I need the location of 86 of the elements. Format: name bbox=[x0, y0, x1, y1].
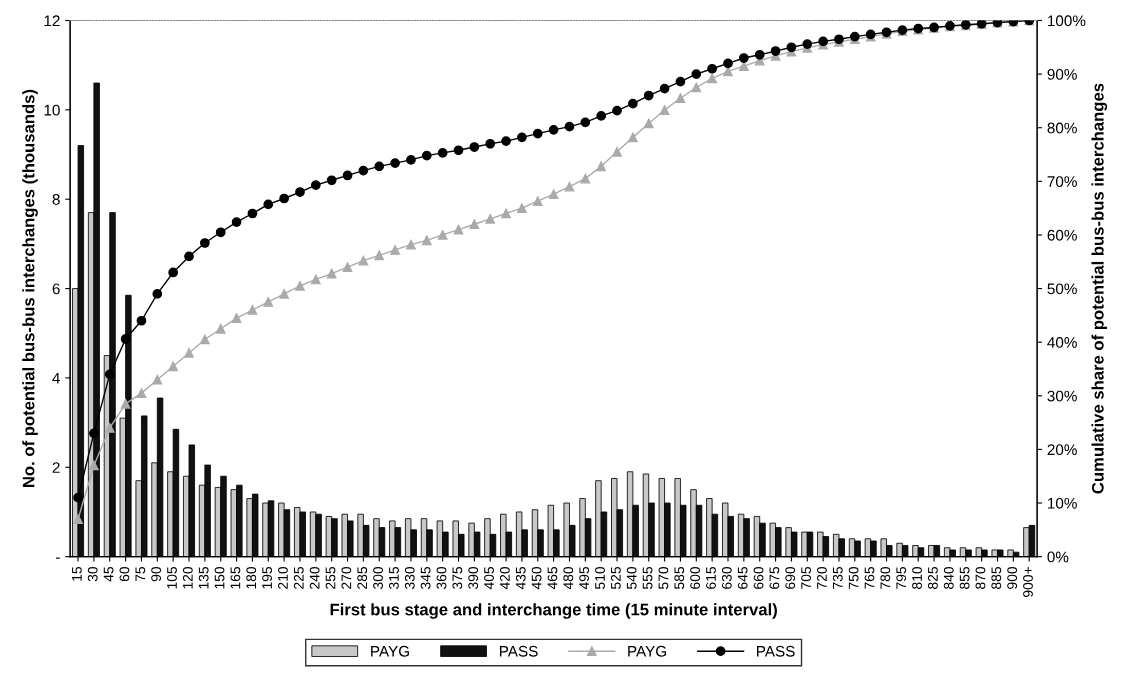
x-tick-label: 315 bbox=[388, 566, 399, 590]
x-tick-label: 30 bbox=[87, 566, 98, 582]
x-tick-label: 660 bbox=[753, 566, 764, 589]
x-tick-label: 450 bbox=[531, 566, 542, 590]
x-tick-label: 330 bbox=[404, 566, 415, 590]
y-tick-label: - bbox=[55, 557, 60, 559]
x-tick-label: 795 bbox=[896, 566, 907, 589]
x-tick-label: 300 bbox=[373, 566, 383, 590]
y2-tick-label: 70% bbox=[1047, 176, 1077, 188]
y2-tick-label: 100% bbox=[1048, 15, 1086, 27]
x-tick-label: 900+ bbox=[1023, 567, 1033, 597]
legend-label: PAYG bbox=[371, 645, 409, 657]
x-tick-label: 210 bbox=[278, 566, 288, 589]
x-tick-label: 870 bbox=[975, 566, 986, 589]
y2-tick-label: 10% bbox=[1048, 497, 1077, 509]
y2-tick-label: 40% bbox=[1047, 337, 1077, 348]
x-tick-label: 135 bbox=[198, 566, 209, 589]
x-tick-label: 255 bbox=[325, 566, 336, 589]
x-tick-label: 555 bbox=[642, 566, 653, 589]
x-tick-label: 495 bbox=[579, 566, 590, 590]
x-tick-label: 165 bbox=[230, 566, 241, 589]
x-tick-label: 75 bbox=[135, 566, 146, 582]
x-tick-label: 630 bbox=[721, 566, 732, 589]
x-tick-label: 435 bbox=[515, 566, 526, 590]
x-tick-label: 195 bbox=[262, 566, 273, 589]
y-tick-label: 6 bbox=[52, 283, 60, 295]
x-tick-label: 810 bbox=[912, 566, 922, 589]
x-tick-label: 240 bbox=[309, 566, 320, 589]
x-tick-label: 840 bbox=[943, 566, 954, 589]
y-tick-label: 4 bbox=[52, 372, 60, 384]
x-tick-label: 750 bbox=[848, 566, 859, 589]
x-tick-label: 645 bbox=[737, 566, 748, 589]
y2-tick-label: 50% bbox=[1047, 283, 1077, 295]
x-tick-label: 735 bbox=[832, 566, 843, 589]
x-tick-label: 900 bbox=[1007, 566, 1018, 589]
y-tick-label: 12 bbox=[44, 15, 60, 27]
x-tick-label: 375 bbox=[452, 566, 463, 590]
x-tick-label: 120 bbox=[182, 566, 193, 589]
x-tick-label: 705 bbox=[801, 566, 811, 589]
x-tick-label: 510 bbox=[595, 566, 605, 589]
y2-tick-label: 20% bbox=[1047, 444, 1077, 456]
x-tick-label: 465 bbox=[547, 566, 558, 590]
y-tick-label: 8 bbox=[52, 194, 60, 205]
x-tick-label: 420 bbox=[499, 566, 510, 590]
x-tick-label: 525 bbox=[610, 566, 621, 589]
x-tick-label: 45 bbox=[103, 566, 114, 582]
x-tick-label: 15 bbox=[72, 566, 82, 581]
legend-label: PAYG bbox=[628, 645, 667, 657]
x-tick-label: 825 bbox=[927, 566, 938, 589]
x-tick-label: 540 bbox=[626, 566, 637, 589]
x-tick-label: 150 bbox=[214, 566, 225, 589]
x-tick-label: 90 bbox=[151, 566, 162, 582]
x-tick-label: 675 bbox=[769, 566, 780, 589]
x-tick-label: 855 bbox=[959, 566, 970, 589]
y-tick-label: 10 bbox=[44, 104, 60, 116]
y2-axis-title: Cumulative share of potential bus-bus interchanges bbox=[1091, 83, 1108, 494]
x-tick-label: 270 bbox=[341, 566, 352, 589]
legend-label: PASS bbox=[499, 645, 538, 657]
x-tick-label: 765 bbox=[864, 566, 875, 589]
x-tick-label: 105 bbox=[167, 566, 177, 589]
y-tick-label: 2 bbox=[52, 462, 60, 473]
x-tick-label: 225 bbox=[293, 566, 304, 589]
x-tick-label: 405 bbox=[484, 566, 494, 590]
x-axis-title: First bus stage and interchange time (15 minute interval) bbox=[330, 603, 777, 619]
y2-tick-label: 30% bbox=[1047, 390, 1077, 402]
y2-tick-label: 60% bbox=[1047, 229, 1077, 241]
x-tick-label: 285 bbox=[357, 566, 368, 589]
y-axis-title: No. of potential bus-bus interchanges (thousands) bbox=[22, 89, 38, 487]
y2-tick-label: 0% bbox=[1047, 551, 1069, 563]
x-tick-label: 360 bbox=[436, 566, 447, 590]
x-tick-label: 600 bbox=[690, 566, 701, 589]
x-tick-label: 780 bbox=[880, 566, 891, 589]
x-tick-label: 585 bbox=[674, 566, 685, 589]
x-tick-label: 690 bbox=[785, 566, 796, 589]
y2-tick-label: 90% bbox=[1047, 68, 1077, 80]
x-tick-label: 60 bbox=[119, 566, 130, 582]
x-tick-label: 180 bbox=[246, 566, 257, 589]
x-tick-label: 885 bbox=[991, 566, 1002, 589]
x-tick-label: 480 bbox=[563, 566, 574, 590]
x-tick-label: 345 bbox=[420, 566, 431, 590]
x-tick-label: 720 bbox=[817, 566, 827, 589]
x-tick-label: 615 bbox=[706, 566, 716, 589]
legend-label: PASS bbox=[757, 645, 795, 657]
y2-tick-label: 80% bbox=[1047, 122, 1077, 134]
x-tick-label: 570 bbox=[658, 566, 669, 589]
x-tick-label: 390 bbox=[468, 566, 479, 590]
